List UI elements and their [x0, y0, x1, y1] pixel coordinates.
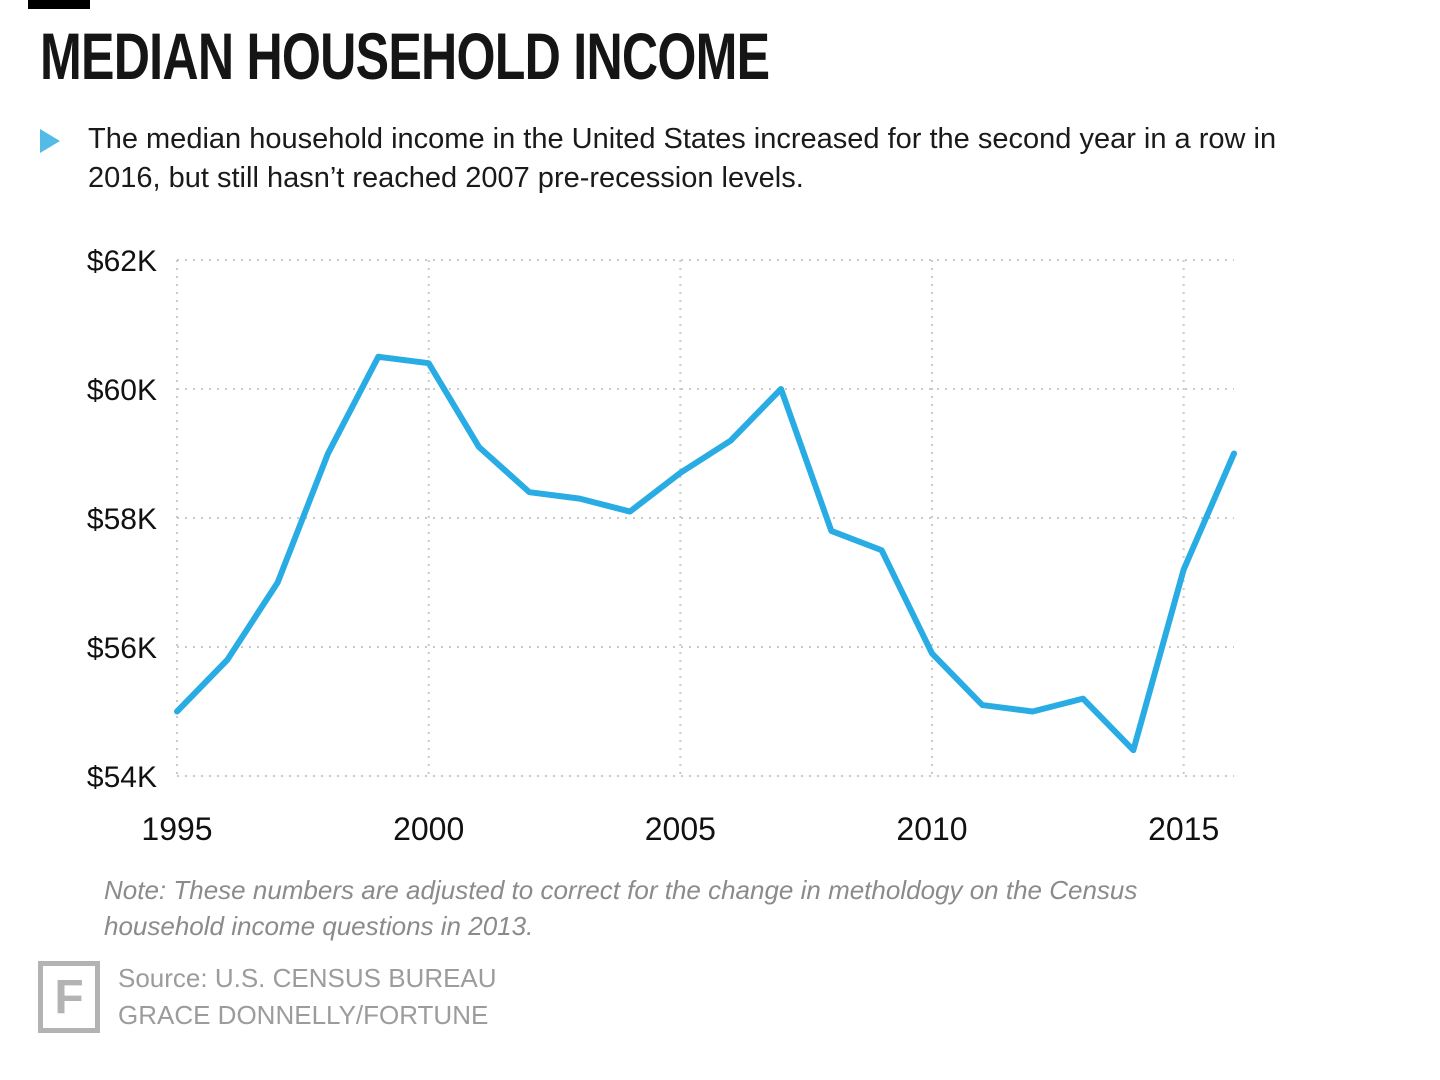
income-line-chart: $54K $56K $58K $60K $62K 1995 2000 2005 2010 2015: [0, 240, 1440, 860]
source-text: Source: U.S. CENSUS BUREAU: [118, 963, 497, 993]
x-tick-label: 2015: [1148, 811, 1219, 847]
fortune-logo: F: [38, 961, 100, 1033]
methodology-note: Note: These numbers are adjusted to corr…: [104, 875, 1138, 941]
footer: F Source: U.S. CENSUS BUREAU GRACE DONNE…: [38, 960, 497, 1034]
y-tick-label: $58K: [87, 503, 157, 536]
y-tick-label: $62K: [87, 245, 157, 278]
y-tick-label: $60K: [87, 374, 157, 407]
income-line: [174, 353, 1237, 754]
credit-text: GRACE DONNELLY/FORTUNE: [118, 1000, 489, 1030]
fortune-logo-letter: F: [54, 970, 84, 1024]
lede-text: The median household income in the Unite…: [88, 123, 1277, 194]
y-tick-label: $54K: [87, 761, 157, 794]
bullet-triangle-icon: [40, 129, 60, 153]
x-tick-label: 2005: [645, 811, 716, 847]
x-tick-label: 2010: [896, 811, 967, 847]
lede: The median household income in the Unite…: [40, 120, 1340, 198]
y-tick-label: $56K: [87, 632, 157, 665]
chart-canvas: $54K $56K $58K $60K $62K 1995 2000 2005 2010 2015: [87, 245, 1237, 847]
top-edge-mark: [28, 0, 90, 9]
x-tick-label: 2000: [393, 811, 464, 847]
page-title: MEDIAN HOUSEHOLD INCOME: [40, 19, 770, 93]
x-tick-label: 1995: [141, 811, 212, 847]
